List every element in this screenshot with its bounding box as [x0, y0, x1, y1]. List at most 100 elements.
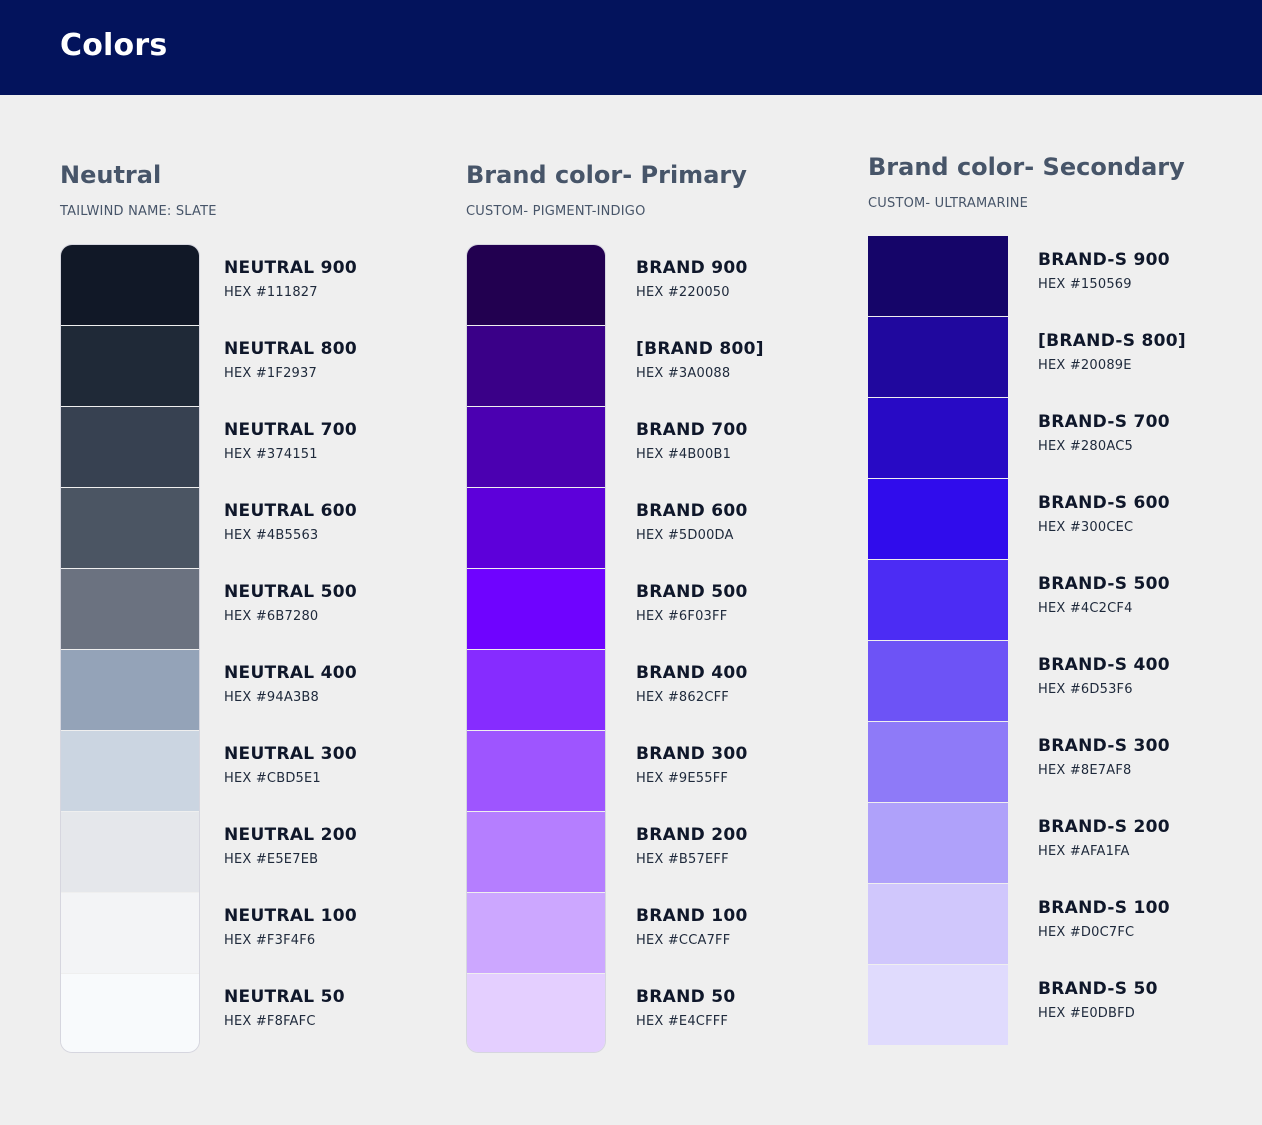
- swatch-label: BRAND-S 50 HEX #E0DBFD: [1038, 979, 1158, 1021]
- swatch-name: BRAND-S 100: [1038, 898, 1170, 918]
- swatch-label: NEUTRAL 700 HEX #374151: [224, 420, 357, 462]
- swatch-name: BRAND 300: [636, 744, 748, 764]
- column-subtitle: CUSTOM- ULTRAMARINE: [868, 196, 1029, 211]
- swatch-label: NEUTRAL 500 HEX #6B7280: [224, 582, 357, 624]
- swatch-name: NEUTRAL 200: [224, 825, 358, 845]
- swatch-label: BRAND-S 200 HEX #AFA1FA: [1038, 817, 1170, 859]
- swatch-label: BRAND 100 HEX #CCA7FF: [636, 906, 748, 948]
- swatch-label: [BRAND-S 800] HEX #20089E: [1038, 331, 1186, 373]
- swatch-hex: HEX #D0C7FC: [1038, 925, 1135, 940]
- page-header: Colors: [0, 0, 1262, 95]
- swatch-label: BRAND-S 500 HEX #4C2CF4: [1038, 574, 1170, 616]
- swatch-hex: HEX #F3F4F6: [224, 933, 316, 948]
- swatch-hex: HEX #6D53F6: [1038, 682, 1133, 697]
- swatch-hex: HEX #6F03FF: [636, 609, 728, 624]
- swatch-name: NEUTRAL 700: [224, 420, 358, 440]
- swatch-label: BRAND 50 HEX #E4CFFF: [636, 987, 736, 1029]
- swatch-hex: HEX #374151: [224, 447, 318, 462]
- color-swatch: [868, 965, 1008, 1045]
- swatch-label: BRAND-S 600 HEX #300CEC: [1038, 493, 1170, 535]
- swatch-label: NEUTRAL 50 HEX #F8FAFC: [224, 987, 345, 1029]
- color-swatch: [868, 236, 1008, 316]
- color-swatch: [467, 650, 605, 730]
- swatch-name: BRAND-S 700: [1038, 412, 1170, 432]
- swatch-hex: HEX #20089E: [1038, 358, 1132, 373]
- swatch-hex: HEX #E0DBFD: [1038, 1006, 1136, 1021]
- swatch-name: BRAND-S 300: [1038, 736, 1170, 756]
- color-swatch: [868, 398, 1008, 478]
- swatch-hex: HEX #4B5563: [224, 528, 319, 543]
- swatch-label: BRAND 500 HEX #6F03FF: [636, 582, 748, 624]
- swatch-name: NEUTRAL 400: [224, 663, 358, 683]
- swatch-name: BRAND-S 400: [1038, 655, 1170, 675]
- swatch-hex: HEX #4C2CF4: [1038, 601, 1133, 616]
- column-title: Neutral: [60, 161, 162, 189]
- swatch-label: BRAND 900 HEX #220050: [636, 258, 748, 300]
- swatch-hex: HEX #3A0088: [636, 366, 731, 381]
- color-swatch: [61, 407, 199, 487]
- color-swatch: [868, 641, 1008, 721]
- swatch-label: NEUTRAL 800 HEX #1F2937: [224, 339, 357, 381]
- color-swatch: [467, 812, 605, 892]
- color-swatch: [868, 884, 1008, 964]
- column-subtitle: CUSTOM- PIGMENT-INDIGO: [466, 204, 646, 219]
- swatch-name: BRAND-S 500: [1038, 574, 1170, 594]
- color-swatch: [61, 974, 199, 1052]
- swatch-name: BRAND 50: [636, 987, 736, 1007]
- swatch-hex: HEX #862CFF: [636, 690, 729, 705]
- page-title: Colors: [60, 28, 168, 63]
- swatch-label: BRAND 200 HEX #B57EFF: [636, 825, 748, 867]
- swatch-name: BRAND 400: [636, 663, 748, 683]
- swatch-name: NEUTRAL 300: [224, 744, 358, 764]
- color-swatch: [467, 569, 605, 649]
- color-swatch: [61, 326, 199, 406]
- color-swatch: [868, 317, 1008, 397]
- swatch-label: BRAND-S 400 HEX #6D53F6: [1038, 655, 1170, 697]
- swatch-hex: HEX #F8FAFC: [224, 1014, 316, 1029]
- color-swatch: [61, 569, 199, 649]
- swatch-name: [BRAND 800]: [636, 339, 764, 359]
- swatch-label: BRAND-S 100 HEX #D0C7FC: [1038, 898, 1170, 940]
- swatch-hex: HEX #4B00B1: [636, 447, 732, 462]
- swatch-label: NEUTRAL 400 HEX #94A3B8: [224, 663, 357, 705]
- swatch-hex: HEX #94A3B8: [224, 690, 320, 705]
- swatch-name: BRAND 200: [636, 825, 748, 845]
- swatch-name: NEUTRAL 50: [224, 987, 345, 1007]
- swatch-label: BRAND 300 HEX #9E55FF: [636, 744, 748, 786]
- swatch-name: NEUTRAL 100: [224, 906, 358, 926]
- swatch-strip: [60, 244, 200, 1053]
- swatch-name: BRAND 900: [636, 258, 748, 278]
- swatch-name: [BRAND-S 800]: [1038, 331, 1187, 351]
- color-swatch: [61, 488, 199, 568]
- color-swatch: [467, 488, 605, 568]
- swatch-hex: HEX #280AC5: [1038, 439, 1133, 454]
- swatch-name: BRAND-S 50: [1038, 979, 1158, 999]
- swatch-hex: HEX #B57EFF: [636, 852, 729, 867]
- swatch-label: BRAND 600 HEX #5D00DA: [636, 501, 748, 543]
- swatch-label: BRAND-S 300 HEX #8E7AF8: [1038, 736, 1170, 778]
- swatch-name: BRAND-S 200: [1038, 817, 1170, 837]
- column-subtitle: TAILWIND NAME: SLATE: [60, 204, 217, 219]
- color-swatch: [61, 731, 199, 811]
- swatch-hex: HEX #1F2937: [224, 366, 317, 381]
- swatch-hex: HEX #AFA1FA: [1038, 844, 1130, 859]
- color-swatch: [61, 650, 199, 730]
- swatch-name: BRAND 500: [636, 582, 748, 602]
- swatch-name: BRAND 700: [636, 420, 748, 440]
- swatch-hex: HEX #5D00DA: [636, 528, 734, 543]
- swatch-hex: HEX #E5E7EB: [224, 852, 319, 867]
- color-swatch: [61, 812, 199, 892]
- color-swatch: [61, 245, 199, 325]
- swatch-label: NEUTRAL 200 HEX #E5E7EB: [224, 825, 357, 867]
- swatch-label: NEUTRAL 100 HEX #F3F4F6: [224, 906, 357, 948]
- swatch-hex: HEX #220050: [636, 285, 730, 300]
- swatch-name: NEUTRAL 900: [224, 258, 358, 278]
- swatch-label: BRAND 400 HEX #862CFF: [636, 663, 748, 705]
- color-swatch: [868, 722, 1008, 802]
- column-title: Brand color- Primary: [466, 161, 747, 189]
- color-swatch: [868, 560, 1008, 640]
- column-title: Brand color- Secondary: [868, 153, 1185, 181]
- color-swatch: [868, 803, 1008, 883]
- swatch-name: BRAND 600: [636, 501, 748, 521]
- swatch-hex: HEX #CCA7FF: [636, 933, 731, 948]
